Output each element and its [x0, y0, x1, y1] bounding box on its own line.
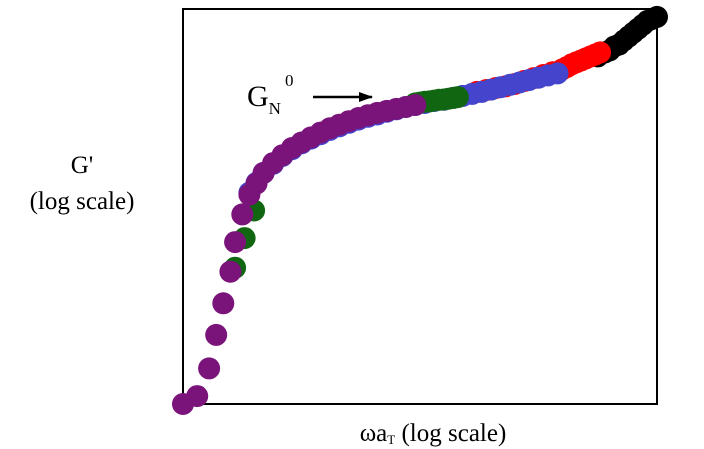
plot-frame [182, 8, 658, 405]
data-point-series-5-19 [238, 183, 261, 206]
data-point-series-5-24 [205, 323, 228, 346]
x-axis-label-a: a [376, 420, 387, 447]
annotation-sup: 0 [285, 71, 294, 90]
y-axis-label-line2: (log scale) [30, 188, 135, 215]
data-point-series-5-23 [212, 292, 235, 315]
data-point-series-5-22 [219, 260, 242, 283]
annotation-main: G [247, 80, 269, 113]
x-axis-label-sub: T [387, 432, 395, 447]
annotation-label: GN0 [247, 71, 293, 118]
data-point-series-5-27 [172, 393, 194, 415]
x-axis-label: ωaT (log scale) [360, 420, 507, 447]
data-point-series-5-20 [231, 203, 254, 226]
x-axis-label-rest: (log scale) [395, 420, 506, 447]
data-point-series-5-25 [198, 357, 221, 380]
data-points [172, 5, 668, 415]
x-axis-label-omega: ω [360, 420, 376, 447]
data-point-series-5-21 [224, 231, 247, 254]
y-axis-label-line1: G' [71, 152, 94, 179]
annotation-sub: N [269, 99, 281, 118]
